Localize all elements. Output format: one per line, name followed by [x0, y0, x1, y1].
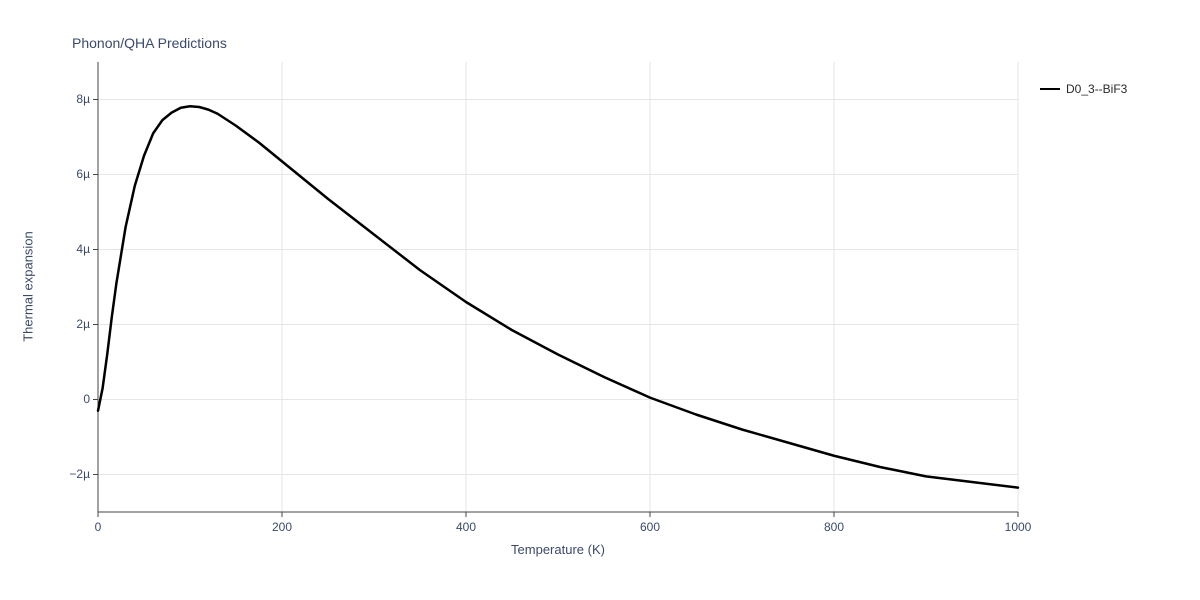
y-tick-label: 6µ [50, 167, 90, 181]
gridlines [98, 62, 1018, 512]
legend-item-label: D0_3--BiF3 [1066, 82, 1127, 96]
x-tick-label: 1000 [998, 520, 1038, 534]
chart-container: Phonon/QHA Predictions −2µ02µ4µ6µ8µ 0200… [0, 0, 1200, 600]
x-tick-label: 200 [262, 520, 302, 534]
x-tick-label: 800 [814, 520, 854, 534]
x-tick-label: 600 [630, 520, 670, 534]
axes [93, 62, 1018, 517]
y-tick-label: 4µ [50, 242, 90, 256]
legend: D0_3--BiF3 [1040, 82, 1127, 96]
y-tick-label: 0 [50, 392, 90, 406]
x-tick-label: 400 [446, 520, 486, 534]
x-tick-label: 0 [78, 520, 118, 534]
series-line [98, 106, 1018, 487]
chart-svg [0, 0, 1200, 600]
series-group [98, 106, 1018, 487]
y-tick-label: 8µ [50, 92, 90, 106]
legend-line-icon [1040, 88, 1060, 90]
y-tick-label: −2µ [50, 467, 90, 481]
y-axis-label: Thermal expansion [21, 187, 36, 387]
x-axis-label: Temperature (K) [458, 542, 658, 557]
y-tick-label: 2µ [50, 317, 90, 331]
